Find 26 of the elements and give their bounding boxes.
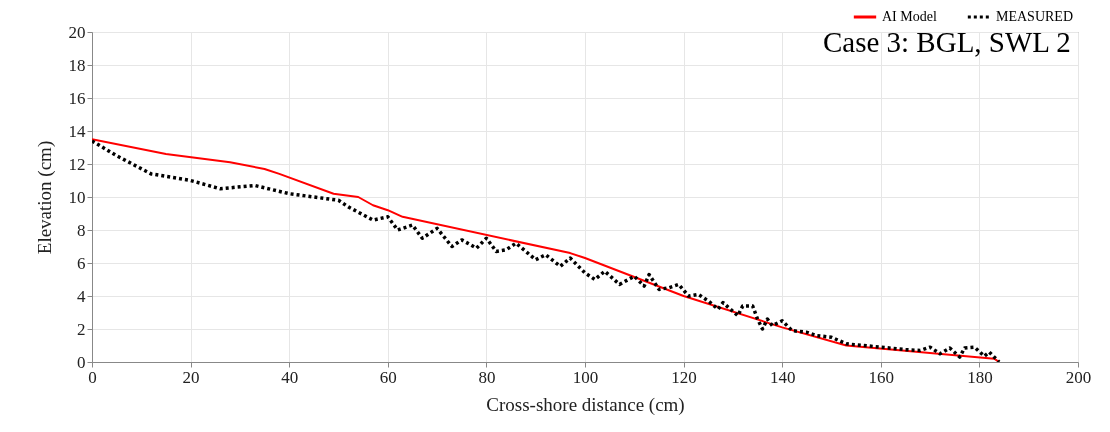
y-tick-label: 0 <box>77 352 86 372</box>
y-tick-label: 6 <box>77 253 86 273</box>
x-tick-label: 60 <box>379 367 397 387</box>
x-tick-label: 200 <box>1065 367 1092 387</box>
legend-label: AI Model <box>882 9 937 24</box>
x-axis-title: Cross-shore distance (cm) <box>486 393 685 416</box>
x-tick-label: 160 <box>868 367 895 387</box>
y-tick-label: 12 <box>68 154 86 174</box>
y-tick-label: 14 <box>68 121 86 141</box>
y-tick-label: 18 <box>68 55 86 75</box>
y-tick-label: 20 <box>68 22 86 42</box>
x-tick-label: 80 <box>478 367 496 387</box>
x-tick-label: 40 <box>281 367 299 387</box>
chart-title: Case 3: BGL, SWL 2 <box>822 26 1071 58</box>
x-tick-label: 120 <box>671 367 697 387</box>
y-tick-label: 4 <box>77 286 86 306</box>
y-axis-title: Elevation (cm) <box>33 140 56 255</box>
y-tick-label: 2 <box>77 319 86 339</box>
y-tick-label: 8 <box>77 220 86 240</box>
x-tick-label: 140 <box>769 367 796 387</box>
legend-label: MEASURED <box>996 9 1074 24</box>
x-tick-label: 100 <box>572 367 599 387</box>
x-tick-label: 20 <box>182 367 200 387</box>
x-tick-label: 180 <box>967 367 993 387</box>
y-tick-label: 16 <box>68 88 86 108</box>
y-tick-label: 10 <box>68 187 86 207</box>
